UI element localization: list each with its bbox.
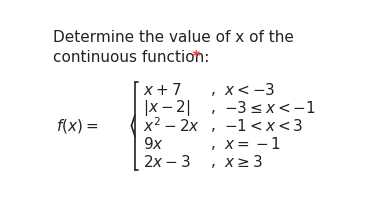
- Text: ,: ,: [211, 100, 216, 115]
- Text: $x + 7$: $x + 7$: [143, 82, 182, 98]
- Text: continuous function:: continuous function:: [53, 50, 210, 65]
- Text: ,: ,: [211, 136, 216, 151]
- Text: $-1 < x < 3$: $-1 < x < 3$: [224, 118, 304, 134]
- Text: $x = -1$: $x = -1$: [224, 136, 281, 152]
- Text: Determine the value of x of the: Determine the value of x of the: [53, 30, 294, 45]
- Text: ,: ,: [211, 82, 216, 97]
- Text: $x < -3$: $x < -3$: [224, 82, 276, 98]
- Text: $f(x) = $: $f(x) = $: [56, 117, 99, 135]
- Text: $9x$: $9x$: [143, 136, 164, 152]
- Text: $x \geq 3$: $x \geq 3$: [224, 154, 263, 170]
- Text: *: *: [187, 50, 200, 65]
- Text: $2x - 3$: $2x - 3$: [143, 154, 191, 170]
- Text: $-3 \leq x < -1$: $-3 \leq x < -1$: [224, 100, 316, 116]
- Text: $|x - 2|$: $|x - 2|$: [143, 98, 191, 118]
- Text: $x^2 - 2x$: $x^2 - 2x$: [143, 116, 200, 135]
- Text: ,: ,: [211, 154, 216, 169]
- Text: ,: ,: [211, 118, 216, 133]
